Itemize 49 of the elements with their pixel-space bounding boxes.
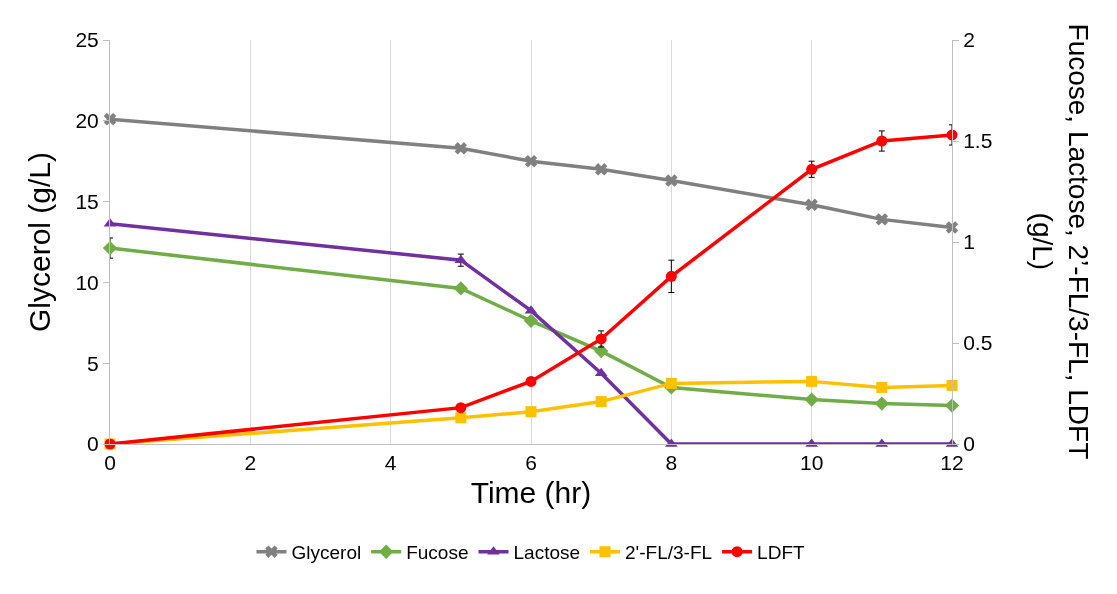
point: [594, 163, 608, 176]
legend-label: LDFT: [757, 542, 805, 564]
point: [876, 381, 888, 393]
point: [523, 313, 539, 328]
point: [665, 377, 677, 389]
x-tick-label: 6: [525, 451, 537, 475]
point: [806, 375, 818, 387]
y2-tick-label: 0.5: [963, 331, 993, 355]
y-tick-label: 20: [75, 109, 99, 133]
legend-label: Glycerol: [291, 542, 362, 564]
y2-axis-title: Fucose, Lactose, 2’-FL/3-FL, LDFT (g/L): [1027, 23, 1095, 460]
y-axis-title: Glycerol (g/L): [23, 151, 57, 333]
x-tick-label: 10: [799, 451, 824, 475]
y-tick-label: 5: [87, 351, 99, 375]
point: [804, 392, 819, 407]
x-tick-label: 4: [384, 451, 397, 475]
x-tick-label: 12: [940, 451, 964, 475]
y-tick-label: 10: [75, 270, 99, 294]
point: [946, 379, 958, 391]
y-tick-label: 0: [87, 432, 99, 456]
point: [874, 396, 889, 411]
legend-label: Fucose: [406, 542, 469, 564]
x-tick-label: 0: [104, 451, 116, 475]
point: [102, 240, 118, 256]
point: [595, 396, 607, 408]
point: [805, 198, 818, 212]
point: [454, 142, 468, 155]
y2-tick-label: 2: [963, 28, 975, 52]
point: [875, 213, 889, 226]
x-tick-label: 2: [244, 451, 257, 475]
y-tick-label: 15: [75, 189, 99, 213]
point: [525, 375, 537, 387]
point: [525, 406, 537, 418]
point: [876, 135, 888, 147]
legend-label: Lactose: [513, 542, 581, 564]
x-tick-label: 8: [665, 451, 678, 475]
point: [665, 174, 678, 187]
point: [665, 270, 677, 282]
point: [524, 154, 538, 168]
y-tick-label: 25: [75, 28, 99, 52]
y2-tick-label: 0: [963, 432, 975, 456]
point: [453, 281, 468, 296]
y2-tick-label: 1.5: [963, 129, 993, 153]
point: [455, 412, 467, 424]
point: [455, 402, 467, 414]
point: [594, 367, 608, 377]
legend-label: 2'-FL/3-FL: [625, 542, 713, 564]
y2-tick-label: 1: [963, 230, 975, 254]
x-axis-title: Time (hr): [470, 475, 592, 509]
